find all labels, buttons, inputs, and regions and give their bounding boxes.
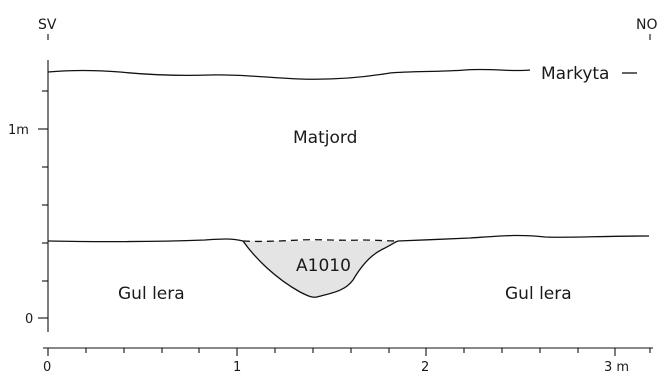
vertical-label-0: 0 [25,312,33,327]
direction-label-left: SV [38,17,57,33]
subsoil-label-right: Gul lera [505,284,572,304]
horizontal-label-2: 2 [421,360,429,374]
surface-label: Markyta [541,64,609,84]
horizontal-scale: 0 1 2 3 m [43,347,653,374]
horizontal-label-1: 1 [233,360,241,374]
direction-label-right: NO [636,17,658,33]
topsoil-label: Matjord [293,128,357,148]
feature-label: A1010 [296,256,351,276]
subsoil-label-left: Gul lera [118,284,185,304]
horizontal-label-0: 0 [43,360,51,374]
vertical-scale: 1m 0 [8,60,49,332]
feature-pit [242,240,399,298]
surface-line [47,68,531,80]
vertical-label-1m: 1m [8,123,29,138]
layer-boundary-left [47,238,244,243]
feature-top-dashed [242,239,399,243]
layer-boundary-right [397,234,650,242]
horizontal-label-3m: 3 m [604,360,629,374]
